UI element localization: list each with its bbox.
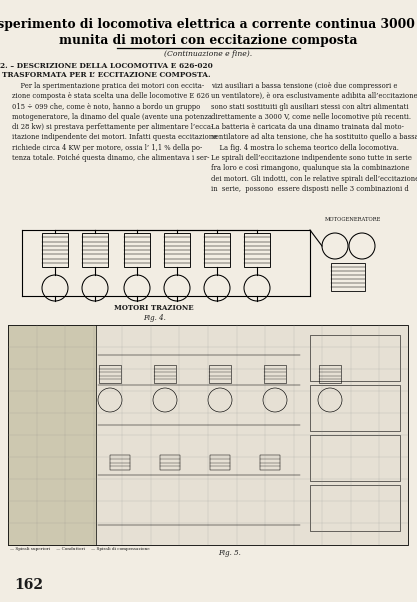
Text: Fig. 5.: Fig. 5. <box>218 549 241 557</box>
Bar <box>244 233 270 267</box>
Bar <box>260 455 280 470</box>
Bar <box>204 233 230 267</box>
Bar <box>164 233 190 267</box>
Bar <box>310 485 400 531</box>
Text: TRASFORMATA PER L’ ECCITAZIONE COMPOSTA.: TRASFORMATA PER L’ ECCITAZIONE COMPOSTA. <box>2 71 211 79</box>
Bar <box>82 233 108 267</box>
Text: Fig. 4.: Fig. 4. <box>143 314 166 322</box>
Text: vizi ausiliari a bassa tensione (cioè due compressori e
un ventilatore), è ora e: vizi ausiliari a bassa tensione (cioè du… <box>211 82 417 193</box>
Text: Per la sperimentazione pratica dei motori con eccita-
zione composta è stata sce: Per la sperimentazione pratica dei motor… <box>12 82 217 162</box>
Bar <box>8 325 408 545</box>
Text: 162: 162 <box>14 578 43 592</box>
Bar <box>310 385 400 431</box>
Bar <box>154 365 176 383</box>
Bar <box>8 325 96 545</box>
Bar <box>209 365 231 383</box>
Text: munita di motori con eccitazione composta: munita di motori con eccitazione compost… <box>59 34 358 47</box>
Bar <box>42 233 68 267</box>
Bar <box>99 365 121 383</box>
Text: MOTOGENERATORE: MOTOGENERATORE <box>325 217 382 222</box>
Text: 2. – DESCRIZIONE DELLA LOCOMOTIVA E 626-020: 2. – DESCRIZIONE DELLA LOCOMOTIVA E 626-… <box>0 62 213 70</box>
Text: (Continuazione e fine).: (Continuazione e fine). <box>164 50 253 58</box>
Bar <box>210 455 230 470</box>
Bar <box>331 263 365 291</box>
Bar <box>264 365 286 383</box>
Bar <box>124 233 150 267</box>
Text: — Spirali superiori     — Conduttori     — Spirali di compensazione: — Spirali superiori — Conduttori — Spira… <box>10 547 150 551</box>
Text: Esperimento di locomotiva elettrica a corrente continua 3000 V: Esperimento di locomotiva elettrica a co… <box>0 18 417 31</box>
Text: MOTORI TRAZIONE: MOTORI TRAZIONE <box>115 304 194 312</box>
Bar <box>319 365 341 383</box>
Bar <box>310 435 400 481</box>
Bar <box>110 455 130 470</box>
Bar <box>160 455 180 470</box>
Bar <box>310 335 400 381</box>
